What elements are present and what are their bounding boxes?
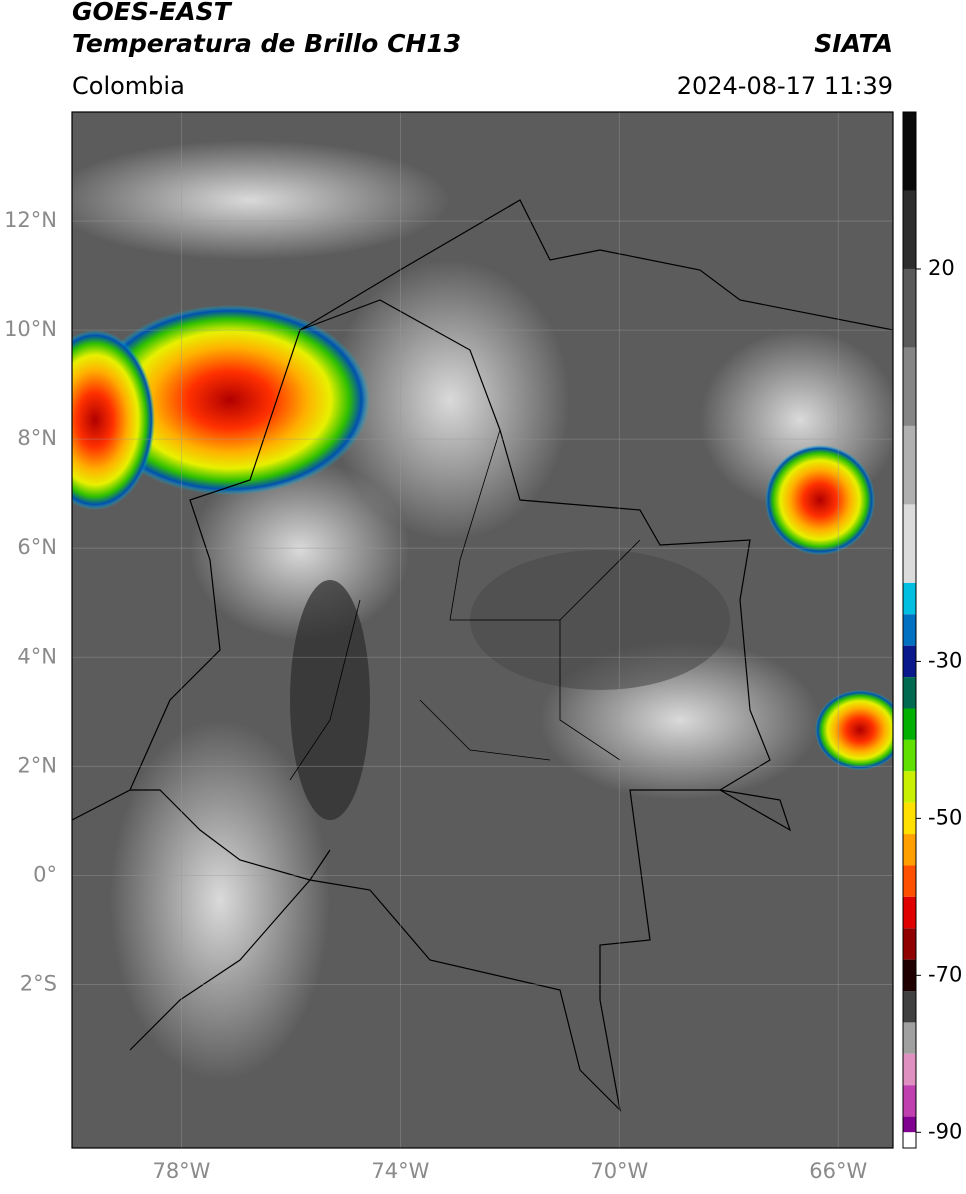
x-tick-label: 70°W [590, 1159, 648, 1183]
colorbar-frame [902, 111, 917, 1149]
colorbar-segment [903, 1116, 916, 1133]
colorbar-segment [903, 112, 916, 191]
colorbar-segment [903, 865, 916, 897]
x-tick-label: 66°W [809, 1159, 867, 1183]
colorbar-segment [903, 739, 916, 772]
y-tick-label: 12°N [4, 208, 57, 232]
colorbar-segment [903, 1053, 916, 1086]
colorbar-segment [903, 1132, 916, 1148]
colorbar-segment [903, 1085, 916, 1117]
y-tick-label: 2°S [20, 971, 57, 995]
colorbar-tick-label: 20 [928, 256, 955, 280]
colorbar-segment [903, 614, 916, 646]
colorbar-segment [903, 190, 916, 269]
colorbar-segment [903, 896, 916, 929]
grid [72, 112, 893, 1148]
x-tick-label: 78°W [152, 1159, 210, 1183]
colorbar-segment [903, 802, 916, 835]
colorbar-segment [903, 504, 916, 583]
colorbar-segment [903, 1022, 916, 1054]
colorbar-tick-label: -30 [928, 648, 962, 672]
colorbar-segment [903, 991, 916, 1023]
colorbar-segment [903, 959, 916, 992]
y-tick-label: 8°N [17, 426, 57, 450]
colorbar-tick-label: -70 [928, 962, 962, 986]
y-tick-label: 10°N [4, 317, 57, 341]
timestamp: 2024-08-17 11:39 [677, 72, 893, 100]
satellite-image [72, 112, 893, 1148]
colorbar-tick-label: -50 [928, 805, 962, 829]
colorbar-segment [903, 645, 916, 678]
colorbar-segment [903, 582, 916, 615]
region: Colombia [72, 72, 185, 100]
map-frame [71, 111, 894, 1149]
colorbar-segment [903, 928, 916, 960]
x-tick-label: 74°W [371, 1159, 429, 1183]
colorbar-segment [903, 834, 916, 866]
colorbar-tick-label: -90 [928, 1119, 962, 1143]
colorbar-segment [903, 268, 916, 348]
colorbar: 20 -30 -50 -70 -90 [902, 111, 962, 1149]
title-line2: Temperatura de Brillo CH13 [72, 29, 461, 58]
title-line1: GOES-EAST [72, 0, 233, 26]
source: SIATA [814, 29, 893, 58]
y-tick-label: 2°N [17, 753, 57, 777]
colorbar-segment [903, 771, 916, 803]
colorbar-segment [903, 347, 916, 426]
colorbar-segment [903, 425, 916, 505]
y-tick-label: 6°N [17, 535, 57, 559]
colorbar-segment [903, 677, 916, 709]
y-tick-label: 0° [33, 862, 57, 886]
colorbar-segment [903, 708, 916, 740]
y-tick-label: 4°N [17, 644, 57, 668]
